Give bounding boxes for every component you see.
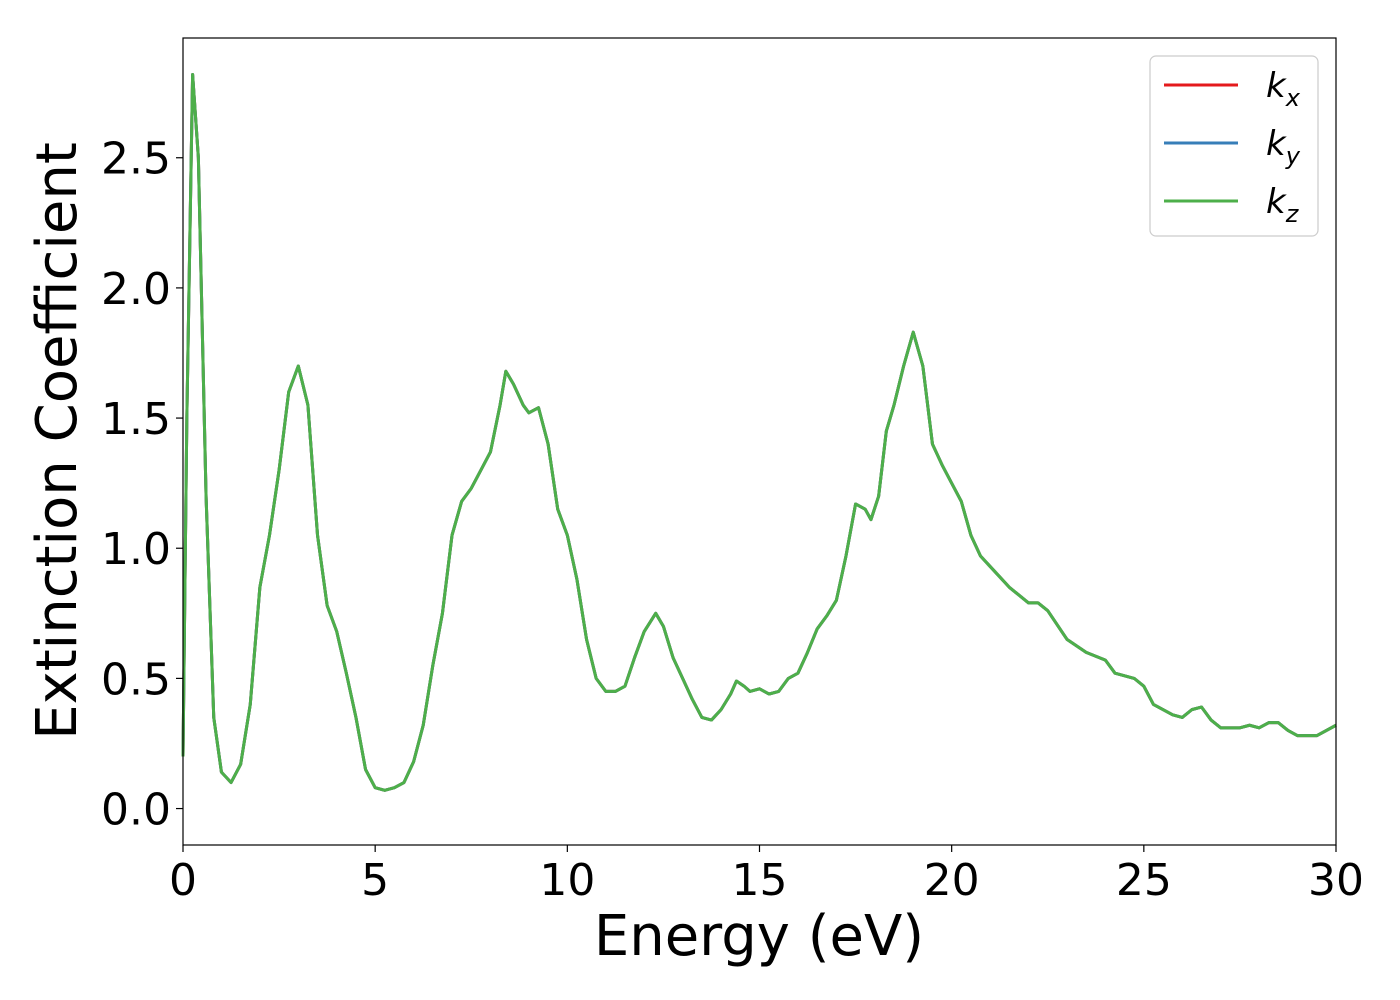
legend-label: ky [1266,124,1301,170]
legend-label: kz [1266,182,1300,228]
plot-area [181,72,1337,792]
x-tick-label: 25 [1116,855,1172,906]
legend-box [1149,55,1319,237]
x-tick-label: 20 [924,855,980,906]
y-tick-label: 1.5 [101,394,171,445]
legend-label: kx [1266,66,1301,112]
line-series [181,72,1337,792]
y-tick-label: 1.0 [101,524,171,575]
y-tick-label: 0.5 [101,654,171,705]
y-tick-label: 2.0 [101,264,171,315]
y-axis-label: Extinction Coefficient [25,142,90,740]
y-tick-label: 2.5 [101,134,171,185]
x-tick-label: 10 [539,855,595,906]
x-axis-label: Energy (eV) [594,904,924,969]
x-tick-label: 5 [361,855,389,906]
x-tick-label: 30 [1308,855,1364,906]
x-tick-label: 0 [169,855,197,906]
legend: kx ky kz [1149,55,1319,237]
y-tick-label: 0.0 [101,785,171,836]
x-tick-label: 15 [732,855,788,906]
